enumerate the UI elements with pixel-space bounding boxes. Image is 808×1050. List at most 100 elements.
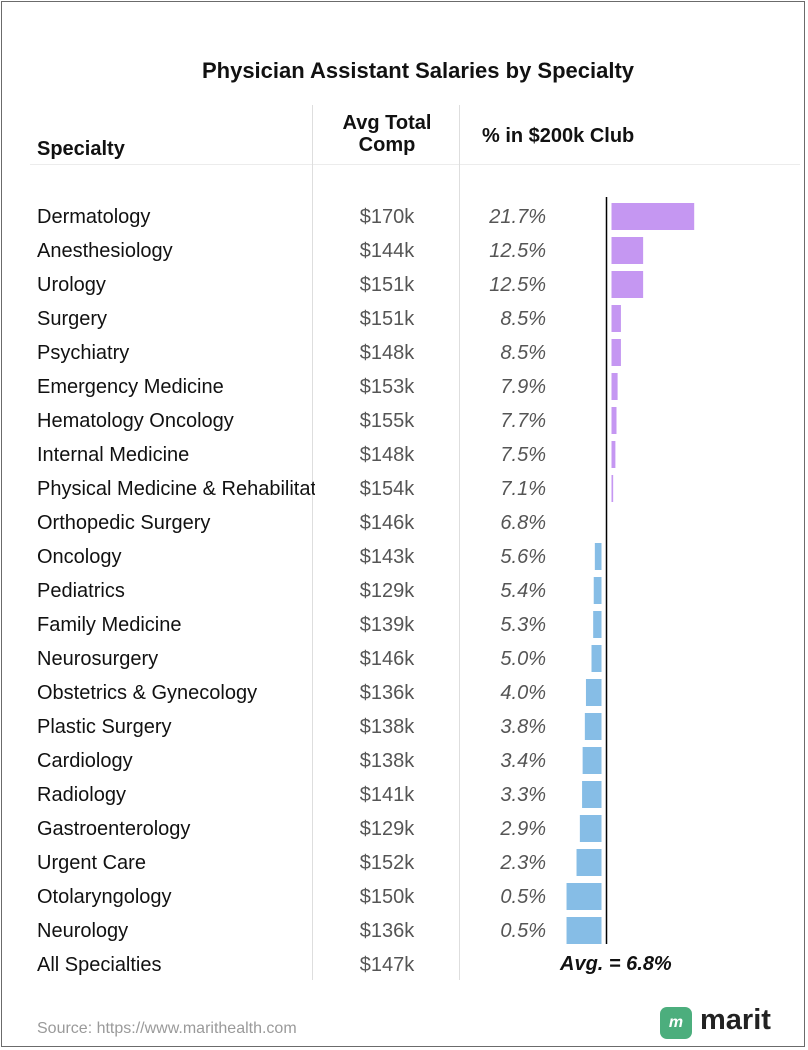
specialty-name: Neurology [37,920,129,942]
bar-family-medicine [593,611,602,638]
bar-oncology [594,543,602,570]
table-row: Psychiatry $148k 8.5% [0,336,808,370]
specialty-name: Surgery [37,308,108,330]
specialty-name: Psychiatry [37,342,130,364]
header-pct-200k-club: % in $200k Club [482,125,635,147]
pct-in-200k-club: 8.5% [500,308,546,330]
specialty-name: Urgent Care [37,852,146,874]
avg-total-comp: $144k [359,240,415,262]
bar-hematology-oncology [611,407,617,434]
bar-urgent-care [576,849,602,876]
bar-emergency-medicine [611,373,618,400]
specialty-name: Gastroenterology [37,818,191,840]
column-divider-2 [459,105,460,980]
pct-in-200k-club: 12.5% [489,274,546,296]
bar-radiology [582,781,602,808]
header-divider [30,164,800,165]
specialty-name: Family Medicine [37,614,182,636]
specialty-name: Otolaryngology [37,886,172,908]
table-row: Neurosurgery $146k 5.0% [0,642,808,676]
avg-total-comp: $143k [359,546,415,568]
specialty-name: Cardiology [37,750,133,772]
bar-neurology [566,917,602,944]
pct-in-200k-club: 5.6% [500,546,546,568]
bar-physical-medicine-rehabilitation [611,475,614,502]
specialty-name: Emergency Medicine [37,376,224,398]
bar-internal-medicine [611,441,616,468]
table-row: Anesthesiology $144k 12.5% [0,234,808,268]
pct-in-200k-club: 4.0% [500,682,546,704]
pct-in-200k-club: 0.5% [500,920,546,942]
pct-in-200k-club: 5.0% [500,648,546,670]
pct-in-200k-club: 5.3% [500,614,546,636]
marit-logo-icon: m [660,1007,692,1039]
header-specialty: Specialty [37,138,125,160]
table-row: Radiology $141k 3.3% [0,778,808,812]
avg-total-comp: $148k [359,444,415,466]
avg-total-comp: $150k [359,886,415,908]
pct-in-200k-club: 12.5% [489,240,546,262]
specialty-name: Hematology Oncology [37,410,234,432]
bar-otolaryngology [566,883,602,910]
bar-cardiology [582,747,602,774]
table-row: Obstetrics & Gynecology $136k 4.0% [0,676,808,710]
avg-total-comp: $146k [359,512,415,534]
total-specialty: All Specialties [37,954,162,976]
specialty-name: Radiology [37,784,126,806]
bar-neurosurgery [591,645,602,672]
bar-dermatology [611,203,695,230]
specialty-name: Dermatology [37,206,151,228]
bar-pediatrics [593,577,602,604]
pct-in-200k-club: 8.5% [500,342,546,364]
bar-plastic-surgery [584,713,602,740]
specialty-name: Internal Medicine [37,444,190,466]
table-row: Oncology $143k 5.6% [0,540,808,574]
avg-total-comp: $129k [359,818,415,840]
avg-total-comp: $170k [359,206,415,228]
bar-psychiatry [611,339,621,366]
table-row: Otolaryngology $150k 0.5% [0,880,808,914]
header-comp-line2: Comp [358,134,416,156]
avg-total-comp: $138k [359,716,415,738]
specialty-name: Urology [37,274,106,296]
avg-total-comp: $153k [359,376,415,398]
avg-total-comp: $139k [359,614,415,636]
pct-in-200k-club: 7.1% [500,478,546,500]
table-row: Urology $151k 12.5% [0,268,808,302]
specialty-name: Pediatrics [37,580,125,602]
avg-total-comp: $154k [359,478,415,500]
pct-in-200k-club: 3.3% [500,784,546,806]
bar-surgery [611,305,621,332]
avg-total-comp: $151k [359,308,415,330]
specialty-name: Plastic Surgery [37,716,172,738]
avg-total-comp: $155k [359,410,415,432]
average-label: Avg. = 6.8% [560,953,672,975]
pct-in-200k-club: 0.5% [500,886,546,908]
bar-obstetrics-gynecology [585,679,602,706]
avg-total-comp: $146k [359,648,415,670]
table-row: Cardiology $138k 3.4% [0,744,808,778]
bar-anesthesiology [611,237,644,264]
specialty-name: Oncology [37,546,122,568]
bar-gastroenterology [579,815,602,842]
specialty-name: Physical Medicine & Rehabilitation [37,478,315,500]
table-row: Surgery $151k 8.5% [0,302,808,336]
column-divider-1 [312,105,313,980]
table-row: Dermatology $170k 21.7% [0,200,808,234]
table-row: Orthopedic Surgery $146k 6.8% [0,506,808,540]
pct-in-200k-club: 2.3% [500,852,546,874]
source-note: Source: https://www.marithealth.com [37,1020,297,1037]
header-comp-line1: Avg Total [342,112,432,134]
pct-in-200k-club: 3.8% [500,716,546,738]
specialty-name: Obstetrics & Gynecology [37,682,258,704]
table-row: Physical Medicine & Rehabilitation $154k 7… [0,472,808,506]
bar-urology [611,271,644,298]
pct-in-200k-club: 2.9% [500,818,546,840]
table-row: Urgent Care $152k 2.3% [0,846,808,880]
total-row: All Specialties $147k [0,948,808,982]
table-row: Neurology $136k 0.5% [0,914,808,948]
pct-in-200k-club: 6.8% [500,512,546,534]
avg-total-comp: $148k [359,342,415,364]
